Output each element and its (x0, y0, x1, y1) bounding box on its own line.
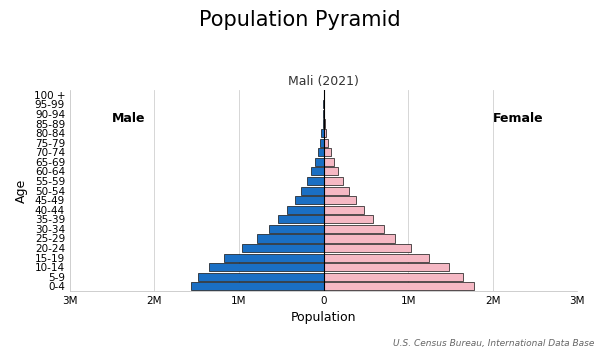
Bar (323, 244, 410, 252)
Bar (269, 225, 323, 233)
Bar (295, 196, 323, 204)
Bar (323, 263, 449, 271)
Bar (323, 206, 364, 214)
Bar (323, 139, 328, 147)
Bar (224, 253, 323, 262)
Bar (301, 187, 323, 195)
Bar (311, 167, 323, 175)
Bar (278, 215, 323, 223)
Y-axis label: Age: Age (15, 178, 28, 203)
Text: Population Pyramid: Population Pyramid (199, 10, 401, 30)
Text: U.S. Census Bureau, International Data Base: U.S. Census Bureau, International Data B… (392, 339, 594, 348)
Bar (323, 167, 338, 175)
Bar (323, 177, 343, 185)
Bar (323, 273, 463, 281)
Bar (323, 119, 325, 128)
Bar (287, 206, 323, 214)
Bar (323, 225, 383, 233)
Bar (323, 215, 373, 223)
Bar (257, 234, 323, 243)
Bar (191, 282, 323, 290)
Title: Mali (2021): Mali (2021) (288, 75, 359, 88)
Bar (323, 148, 331, 156)
Bar (323, 253, 429, 262)
Bar (323, 196, 356, 204)
Bar (307, 177, 323, 185)
X-axis label: Population: Population (291, 312, 356, 324)
Bar (315, 158, 323, 166)
Bar (320, 139, 323, 147)
Text: Female: Female (493, 112, 544, 125)
Bar (242, 244, 323, 252)
Bar (197, 273, 323, 281)
Bar (209, 263, 323, 271)
Bar (323, 187, 349, 195)
Bar (323, 234, 395, 243)
Bar (323, 158, 334, 166)
Bar (322, 129, 323, 137)
Bar (323, 129, 326, 137)
Text: Male: Male (112, 112, 146, 125)
Bar (323, 282, 474, 290)
Bar (317, 148, 323, 156)
